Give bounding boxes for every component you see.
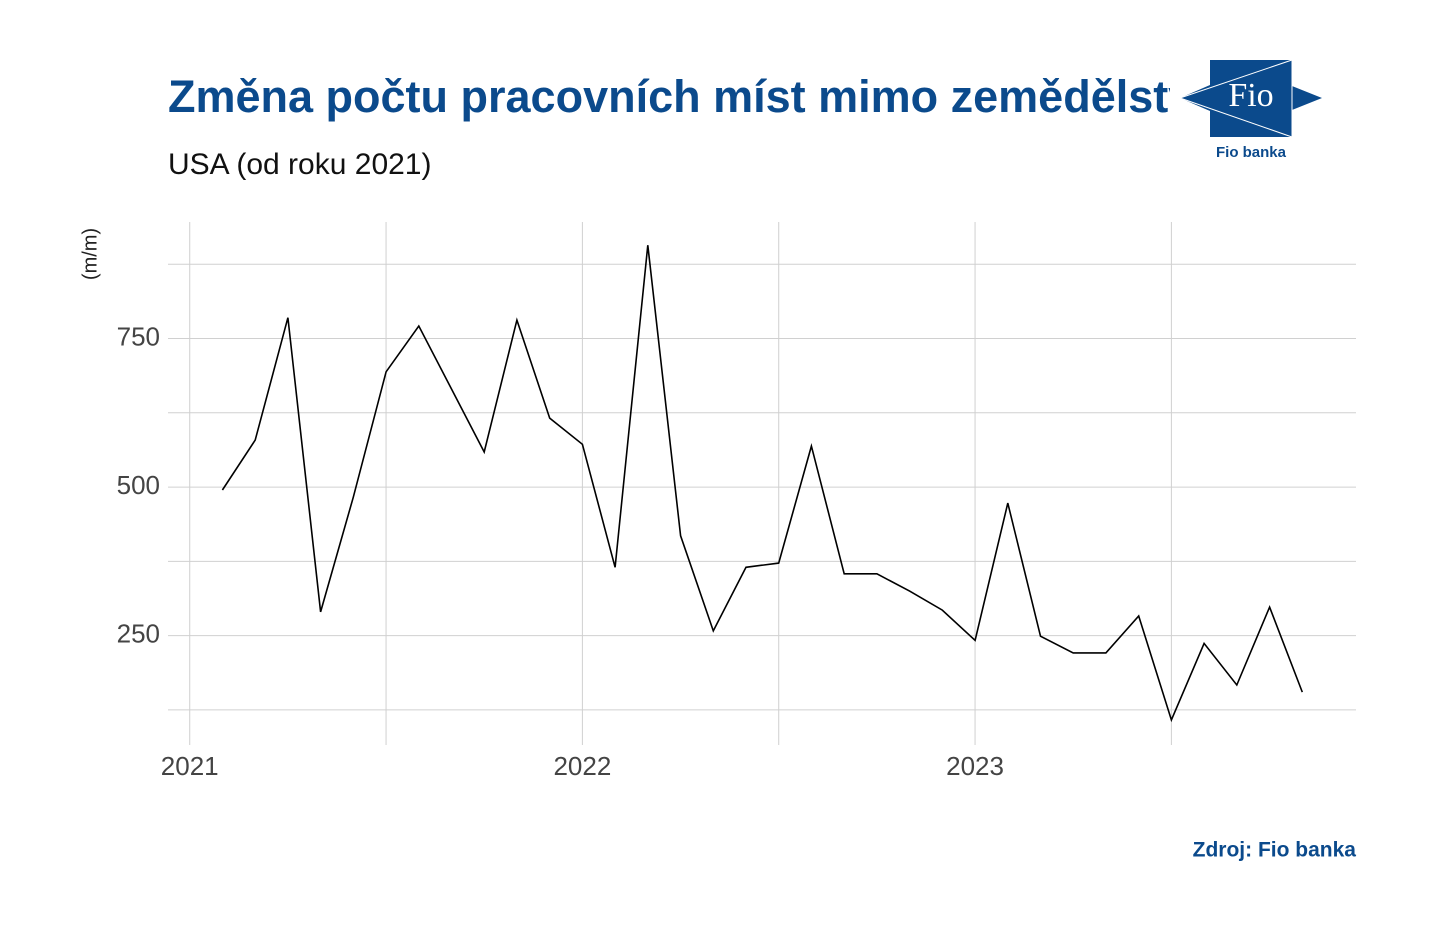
chart-title: Změna počtu pracovních míst mimo zeměděl… — [168, 71, 1207, 122]
y-tick-label: 250 — [117, 619, 160, 649]
logo-mark: Fio — [1228, 77, 1273, 114]
source: Zdroj: Fio banka — [1193, 839, 1357, 862]
chart-subtitle: USA (od roku 2021) — [168, 148, 431, 181]
y-tick-label: 500 — [117, 470, 160, 500]
logo-lines — [1179, 59, 1293, 138]
y-tick-label: 750 — [117, 321, 160, 351]
logo-caption: Fio banka — [1216, 144, 1287, 161]
x-tick-label: 2022 — [553, 751, 611, 781]
logo: Fio Fio banka — [1170, 55, 1330, 165]
logo-flag — [1180, 60, 1322, 137]
x-tick-label: 2023 — [946, 751, 1004, 781]
x-tick-label: 2021 — [161, 751, 219, 781]
y-axis-label: (m/m) — [79, 228, 101, 280]
line — [221, 245, 1304, 723]
